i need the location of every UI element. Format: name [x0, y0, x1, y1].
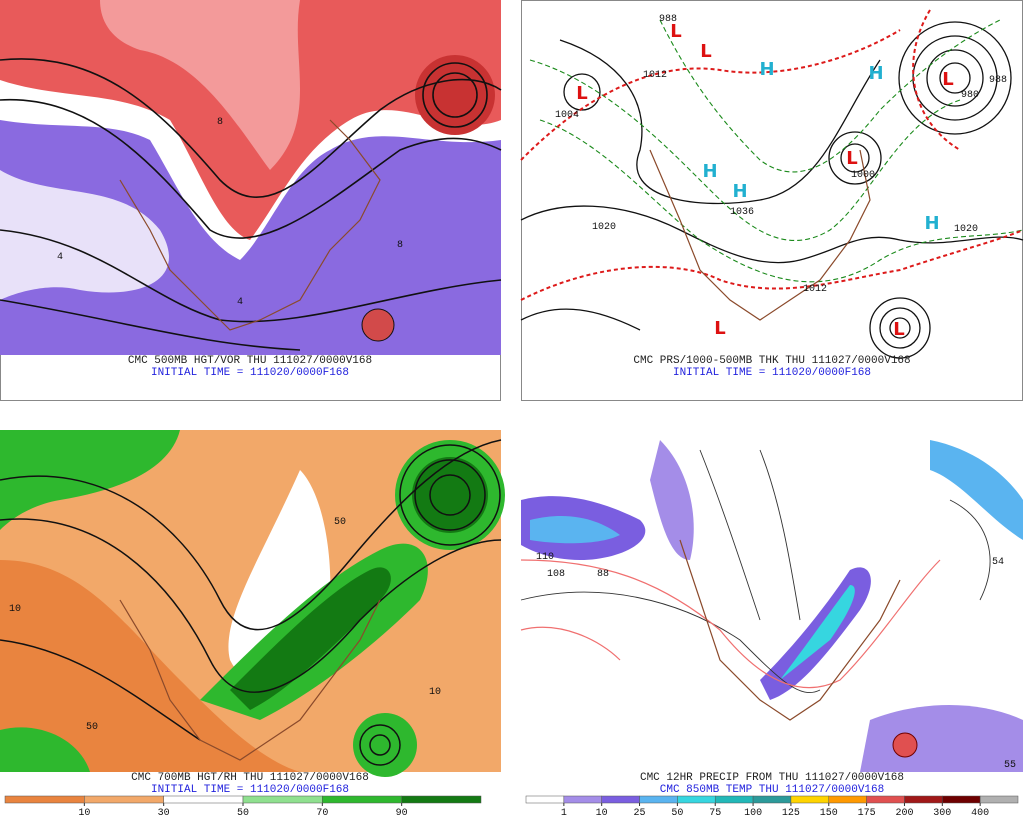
contour-label: 8	[397, 240, 403, 251]
pressure-center: H	[868, 63, 883, 84]
legend-label: 10	[78, 808, 90, 819]
pressure-center: L	[714, 318, 725, 339]
legend-swatch	[525, 795, 565, 804]
legend-swatch	[563, 795, 602, 804]
legend-swatch	[163, 795, 244, 804]
caption: CMC 500MB HGT/VOR THU 111027/0000V168	[128, 355, 372, 367]
legend-label: 70	[316, 808, 328, 819]
pressure-center: H	[759, 59, 774, 80]
contour-label: 55	[1004, 760, 1016, 771]
contour-label: 1036	[730, 207, 754, 218]
contour-label: 10	[9, 604, 21, 615]
legend-swatch	[639, 795, 678, 804]
legend-swatch	[752, 795, 792, 804]
contour-label: 4	[57, 252, 63, 263]
contour-label: 1004	[555, 110, 579, 121]
contour-label: 1000	[851, 170, 875, 181]
pressure-center: L	[942, 69, 953, 90]
legend-label: 175	[858, 808, 876, 819]
legend-label: 75	[709, 808, 721, 819]
legend-label: 10	[596, 808, 608, 819]
legend-label: 30	[158, 808, 170, 819]
pressure-center: L	[893, 319, 904, 340]
legend-swatch	[4, 795, 85, 804]
pressure-center: L	[670, 21, 681, 42]
caption: CMC 700MB HGT/RH THU 111027/0000V168	[131, 772, 369, 784]
contour-label: 8	[217, 117, 223, 128]
contour-label: 1020	[954, 224, 978, 235]
subcaption: INITIAL TIME = 111020/0000F168	[673, 367, 871, 379]
legend-label: 125	[782, 808, 800, 819]
legend-swatch	[828, 795, 867, 804]
legend-label: 400	[971, 808, 989, 819]
legend-label: 1	[561, 808, 567, 819]
map-precip	[520, 430, 1023, 772]
pressure-center: L	[700, 41, 711, 62]
contour-label: 988	[659, 14, 677, 25]
legend-swatch	[242, 795, 323, 804]
legend-swatch	[790, 795, 830, 804]
map-500mb	[0, 0, 502, 355]
legend-label: 90	[396, 808, 408, 819]
legend-swatch	[904, 795, 943, 804]
caption: CMC 12HR PRECIP FROM THU 111027/0000V168	[640, 772, 904, 784]
contour-label: 4	[237, 297, 243, 308]
contour-label: 108	[547, 569, 565, 580]
map-700mb	[0, 430, 505, 777]
legend-label: 300	[933, 808, 951, 819]
legend-swatch	[714, 795, 754, 804]
contour-label: 54	[992, 557, 1004, 568]
legend-swatch	[866, 795, 905, 804]
legend-swatch	[677, 795, 716, 804]
pressure-center: H	[924, 213, 939, 234]
legend-label: 200	[895, 808, 913, 819]
map-prs-thk	[520, 9, 1024, 359]
legend-label: 100	[744, 808, 762, 819]
legend-swatch	[401, 795, 482, 804]
legend-swatch	[979, 795, 1019, 804]
pressure-center: L	[846, 148, 857, 169]
legend-label: 50	[237, 808, 249, 819]
subcaption: CMC 850MB TEMP THU 111027/0000V168	[660, 784, 884, 796]
contour-label: 50	[86, 722, 98, 733]
legend-swatch	[942, 795, 981, 804]
subcaption: INITIAL TIME = 111020/0000F168	[151, 784, 349, 796]
legend-swatch	[601, 795, 640, 804]
contour-label: 1012	[643, 70, 667, 81]
contour-label: 1012	[803, 284, 827, 295]
legend-label: 150	[820, 808, 838, 819]
contour-label: 980	[961, 90, 979, 101]
caption: CMC PRS/1000-500MB THK THU 111027/0000V1…	[633, 355, 910, 367]
contour-label: 10	[429, 687, 441, 698]
contour-label: 110	[536, 552, 554, 563]
contour-label: 1020	[592, 222, 616, 233]
pressure-center: H	[732, 181, 747, 202]
legend-swatch	[322, 795, 402, 804]
contour-label: 50	[334, 517, 346, 528]
pressure-center: H	[702, 161, 717, 182]
legend-swatch	[84, 795, 164, 804]
legend-label: 50	[671, 808, 683, 819]
subcaption: INITIAL TIME = 111020/0000F168	[151, 367, 349, 379]
contour-label: 988	[989, 75, 1007, 86]
pressure-center: L	[576, 83, 587, 104]
panel-frame	[521, 0, 1023, 401]
legend-label: 25	[634, 808, 646, 819]
contour-label: 88	[597, 569, 609, 580]
